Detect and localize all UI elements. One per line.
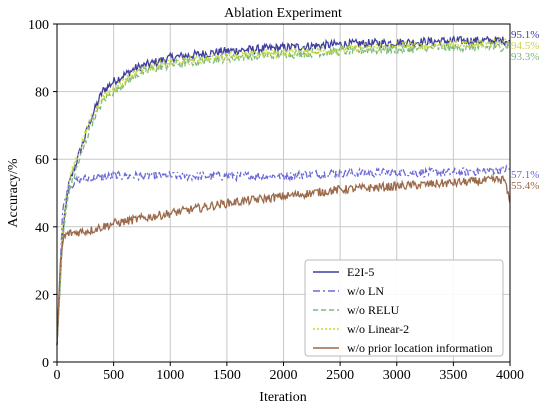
series-line — [56, 35, 510, 346]
x-tick-label: 1500 — [213, 368, 241, 383]
legend-label: w/o prior location information — [347, 341, 493, 355]
series-line — [56, 173, 511, 346]
x-tick-label: 2500 — [326, 368, 354, 383]
x-tick-label: 2000 — [270, 368, 298, 383]
grid — [56, 23, 511, 363]
end-labels: 95.1% 57.1% 93.3%94.5% 55.4% — [511, 29, 539, 192]
legend-label: w/o RELU — [347, 303, 400, 317]
end-value-label: 93.3% — [511, 51, 539, 63]
y-tick-label: 0 — [42, 356, 49, 371]
end-value-label: 55.4% — [511, 180, 539, 192]
plot-frame — [56, 23, 511, 363]
y-tick-label: 40 — [35, 221, 49, 236]
series-line — [56, 164, 511, 346]
x-axis-ticks: 0 500 1000 1500 2000 2500 3000 3500 4000 — [54, 362, 524, 383]
x-tick-label: 1000 — [156, 368, 184, 383]
y-tick-label: 60 — [35, 153, 49, 168]
legend: E2I-5 w/o LN w/o RELU w/o Linear-2 w/o prior… — [304, 259, 504, 357]
end-value-label: 57.1% — [511, 169, 539, 181]
x-tick-label: 500 — [103, 368, 124, 383]
legend-box — [304, 259, 504, 357]
x-tick-label: 4000 — [496, 368, 524, 383]
x-tick-label: 3500 — [439, 368, 467, 383]
y-tick-label: 20 — [35, 288, 49, 303]
legend-label: w/o LN — [347, 284, 384, 298]
y-tick-label: 100 — [28, 18, 49, 33]
x-axis-label: Iteration — [259, 390, 306, 405]
end-value-label: 94.5% — [511, 40, 539, 52]
end-value-label: 95.1% — [511, 29, 539, 41]
legend-label: w/o Linear-2 — [347, 322, 409, 336]
y-axis-ticks: 0 20 40 60 80 100 — [28, 18, 57, 371]
series-line — [56, 37, 510, 346]
y-axis-label: Accuracy/% — [6, 158, 21, 228]
x-tick-label: 0 — [54, 368, 61, 383]
y-tick-label: 80 — [35, 86, 49, 101]
series-lines — [56, 35, 511, 346]
chart-title: Ablation Experiment — [224, 6, 342, 21]
x-tick-label: 3000 — [383, 368, 411, 383]
legend-label: E2I-5 — [347, 265, 374, 279]
